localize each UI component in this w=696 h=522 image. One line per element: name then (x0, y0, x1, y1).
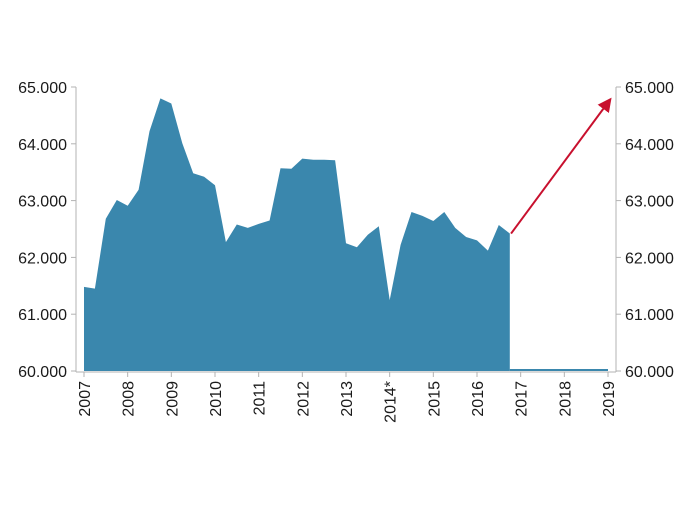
x-tick-label: 2017 (514, 381, 531, 417)
area-layer (84, 98, 608, 372)
x-tick-label: 2007 (77, 381, 94, 417)
left-y-tick-label: 63.000 (18, 194, 67, 211)
annotation-layer (510, 97, 612, 235)
right-y-tick-label: 63.000 (625, 194, 674, 211)
area-series-0 (84, 98, 510, 372)
trend-arrow (510, 97, 612, 235)
x-tick-label: 2015 (426, 381, 443, 417)
right-y-tick-label: 62.000 (625, 250, 674, 267)
right-y-tick-label: 61.000 (625, 307, 674, 324)
x-tick-label: 2011 (252, 381, 269, 416)
left-y-tick-label: 65.000 (18, 80, 67, 97)
left-y-tick-label: 64.000 (18, 137, 67, 154)
left-y-tick-label: 60.000 (18, 364, 67, 381)
x-tick-label: 2012 (295, 381, 312, 417)
x-tick-label: 2013 (339, 381, 356, 417)
x-tick-label: 2010 (208, 381, 225, 417)
right-y-tick-label: 65.000 (625, 80, 674, 97)
x-tick-label: 2018 (557, 381, 574, 417)
x-tick-label: 2016 (470, 381, 487, 417)
right-y-tick-label: 60.000 (625, 364, 674, 381)
axes-layer: 60.000 60.000 61.000 61.000 62.000 62.000 63.0… (18, 80, 674, 423)
x-tick-label: 2014* (383, 381, 400, 423)
x-tick-label: 2009 (164, 381, 181, 417)
left-y-tick-label: 61.000 (18, 307, 67, 324)
right-y-tick-label: 64.000 (625, 137, 674, 154)
x-tick-label: 2008 (121, 381, 138, 417)
left-y-tick-label: 62.000 (18, 250, 67, 267)
x-tick-label: 2019 (601, 381, 618, 417)
